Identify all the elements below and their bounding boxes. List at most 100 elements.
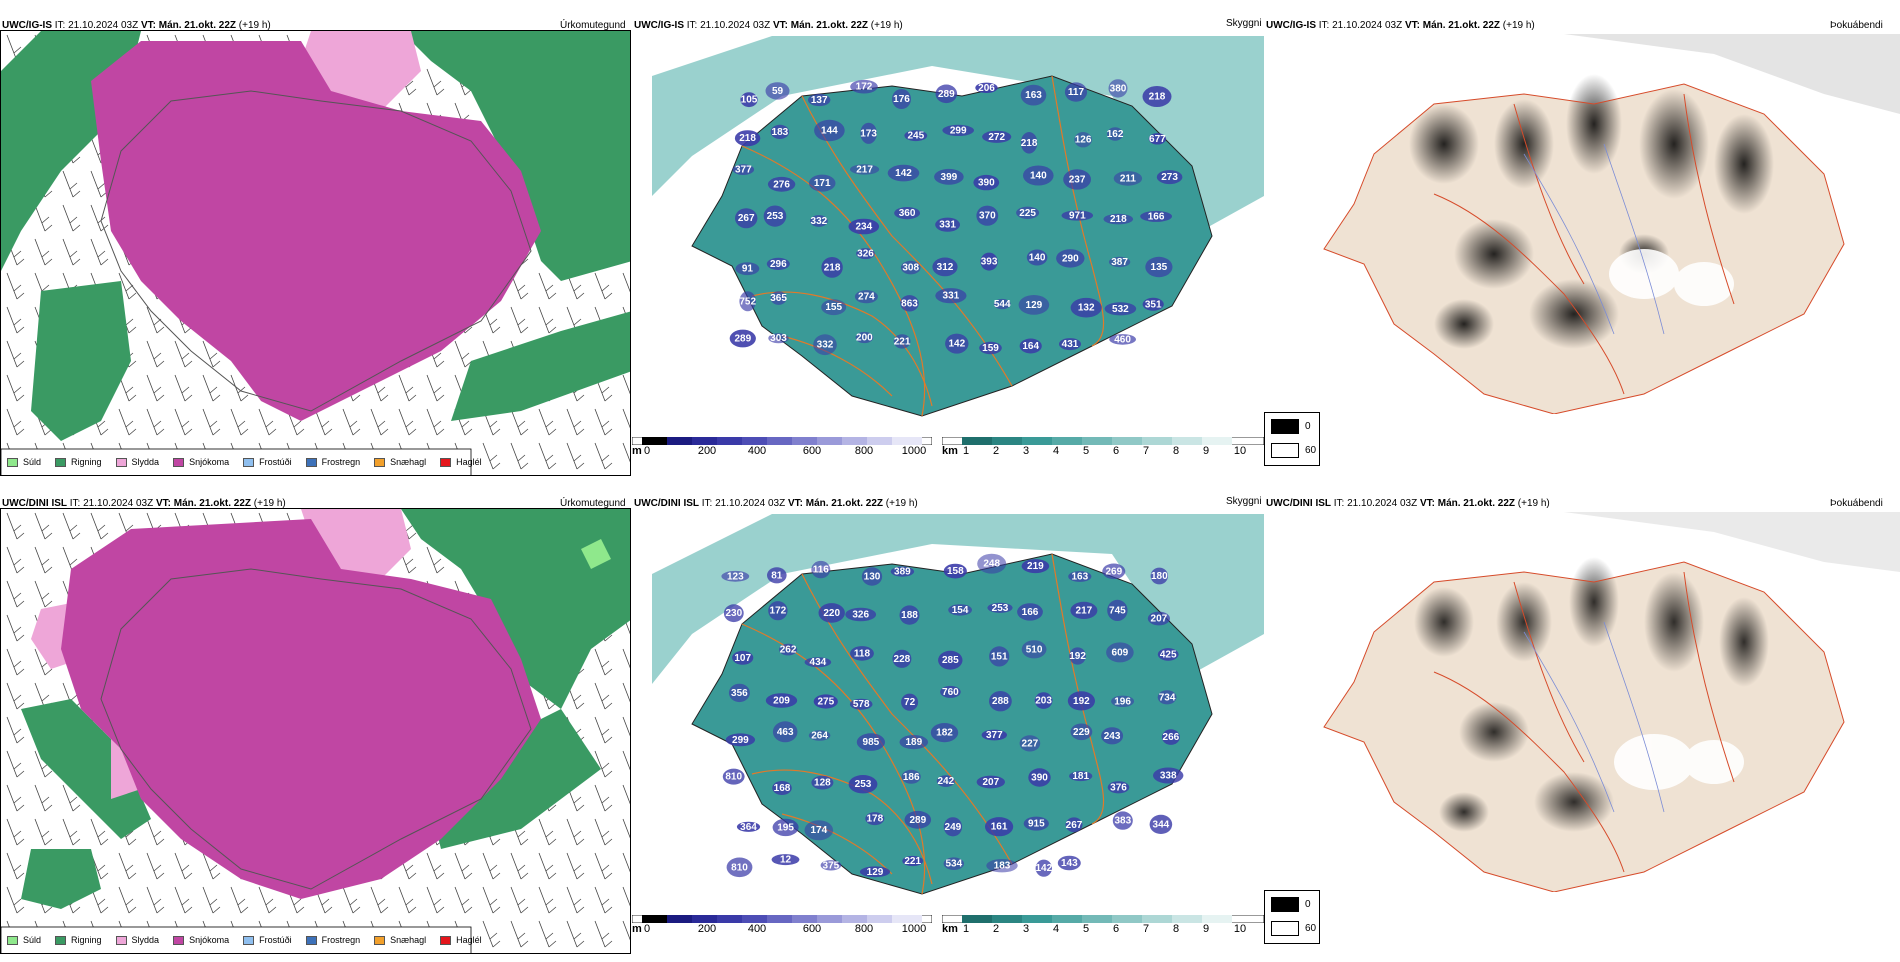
cloud-patch [1145, 256, 1173, 278]
cloud-base-label: 299 [732, 735, 749, 746]
cloud-base-label: 971 [1069, 211, 1086, 222]
cloud-patch [813, 334, 837, 356]
cloud-base-colorbar: m 0 200 400 600 800 1000 [632, 915, 932, 935]
fog-low-swatch [1271, 443, 1299, 458]
cloud-base-label: 289 [938, 89, 955, 100]
cloud-patch [849, 698, 873, 710]
cloud-base-label: 227 [1022, 738, 1039, 749]
cloud-patch [1147, 611, 1170, 626]
cloud-base-label: 389 [894, 567, 911, 578]
cloud-base-label: 534 [945, 859, 962, 870]
cloud-patch [820, 860, 842, 871]
cloud-patch [900, 260, 921, 275]
cloud-base-colorbar: m 0 200 400 600 800 1000 [632, 437, 932, 457]
cloud-base-label: 267 [1066, 820, 1083, 831]
fog-panel-title: Þokuábendi [1830, 498, 1883, 509]
cloud-base-label: 375 [823, 860, 840, 871]
cloud-base-label: 159 [982, 343, 999, 354]
cloud-patch [1070, 297, 1102, 318]
cloud-patch [734, 130, 761, 147]
cloud-patch [1057, 855, 1081, 871]
cloud-patch [1021, 640, 1047, 659]
visibility-unit: km [942, 445, 958, 457]
cloud-base-label: 274 [858, 292, 875, 303]
cloud-base-label: 915 [1028, 819, 1045, 830]
cloud-base-label: 269 [1105, 566, 1122, 577]
cloud-base-label: 163 [1025, 90, 1042, 101]
precip-type-panel: UWC/IG-IS IT: 21.10.2024 03Z VT: Mán. 21… [0, 14, 632, 484]
cloud-patch [1157, 648, 1179, 661]
cloud-patch [808, 93, 831, 107]
model-name: UWC/IG-IS [2, 20, 52, 31]
cloud-base-label: 425 [1160, 649, 1177, 660]
cloud-base-label: 245 [907, 131, 924, 142]
cloud-base-label: 745 [1109, 605, 1126, 616]
cloud-patch [1113, 171, 1143, 186]
cloud-patch [850, 164, 880, 175]
cloud-base-label: 228 [894, 654, 911, 665]
cloud-base-label: 172 [770, 606, 787, 617]
cloud-base-label: 206 [978, 83, 995, 94]
cloud-base-label: 810 [725, 772, 742, 783]
cloud-base-label: 253 [767, 211, 784, 222]
cloud-patch [1111, 695, 1135, 707]
cloud-base-label: 195 [777, 822, 794, 833]
cloud-patch [893, 334, 911, 349]
cloud-patch [856, 248, 875, 260]
cloud-patch [1019, 735, 1041, 752]
cloud-patch [1103, 213, 1134, 225]
cloud-base-label: 140 [1029, 253, 1046, 264]
visibility-colorbar: km 1 2 3 4 5 6 7 8 9 10 [942, 915, 1264, 935]
cloud-patch [725, 733, 756, 747]
cloud-patch [993, 298, 1011, 310]
cloud-base-label: 207 [1151, 614, 1168, 625]
panel-header: UWC/IG-IS IT: 21.10.2024 03Z VT: Mán. 21… [1266, 20, 1535, 31]
cloud-base-label: 218 [1149, 92, 1166, 103]
cloud-patch [892, 649, 912, 668]
cloud-patch [980, 252, 998, 271]
cloud-patch [1156, 170, 1183, 185]
cloud-patch [772, 721, 798, 743]
cloud-patch [1020, 132, 1038, 154]
cloud-base-label: 364 [740, 822, 757, 833]
cloud-patch [902, 855, 924, 867]
cloud-base-label: 377 [986, 730, 1003, 741]
cloud-base-label: 183 [772, 127, 789, 138]
rain-area [401, 31, 630, 281]
cloud-patch [736, 821, 761, 832]
cloud-patch [948, 604, 972, 616]
cloud-patch [986, 859, 1018, 873]
cloud-base-label: 734 [1159, 692, 1176, 703]
cloud-base-label: 308 [902, 263, 919, 274]
cloud-base-label: 752 [739, 296, 756, 307]
cloud-base-label: 387 [1111, 257, 1128, 268]
forecast-row-1: UWC/IG-IS IT: 21.10.2024 03Z VT: Mán. 21… [0, 14, 1900, 484]
cloud-base-label: 172 [856, 82, 873, 93]
legend-item-rain: Rigning [55, 935, 102, 945]
cloud-patch [1107, 781, 1130, 794]
cloud-base-label: 200 [856, 333, 873, 344]
precip-legend: Súld Rigning Slydda Snjókoma Frostúði Fr… [7, 935, 496, 945]
cloud-base-label: 72 [904, 697, 916, 708]
panel-header: UWC/DINI ISL IT: 21.10.2024 03Z VT: Mán.… [2, 498, 286, 509]
cloud-patch [821, 257, 843, 278]
cloud-base-label: 142 [948, 339, 965, 350]
precip-type-panel: UWC/DINI ISL IT: 21.10.2024 03Z VT: Mán.… [0, 492, 632, 962]
cloud-base-label: 91 [742, 264, 754, 275]
legend-item-snow-pellets: Snæhagl [374, 935, 426, 945]
legend-bar [1, 448, 472, 475]
cloud-patch [765, 82, 790, 100]
cloud-base-label: 137 [811, 95, 828, 106]
cloud-base-label: 243 [1104, 731, 1121, 742]
cloud-patch [859, 866, 891, 878]
cloud-patch [899, 605, 920, 625]
it-label: IT: [54, 20, 66, 31]
cloud-patch [1102, 563, 1126, 580]
legend-item-snow: Snjókoma [173, 457, 229, 467]
cloud-base-label: 332 [811, 216, 828, 227]
cloud-patch [856, 733, 885, 751]
legend-item-hail: Haglél [440, 457, 482, 467]
cloud-patch [1035, 859, 1052, 877]
cloud-base-label: 143 [1061, 858, 1078, 869]
cloud-base-label: 225 [1019, 208, 1036, 219]
